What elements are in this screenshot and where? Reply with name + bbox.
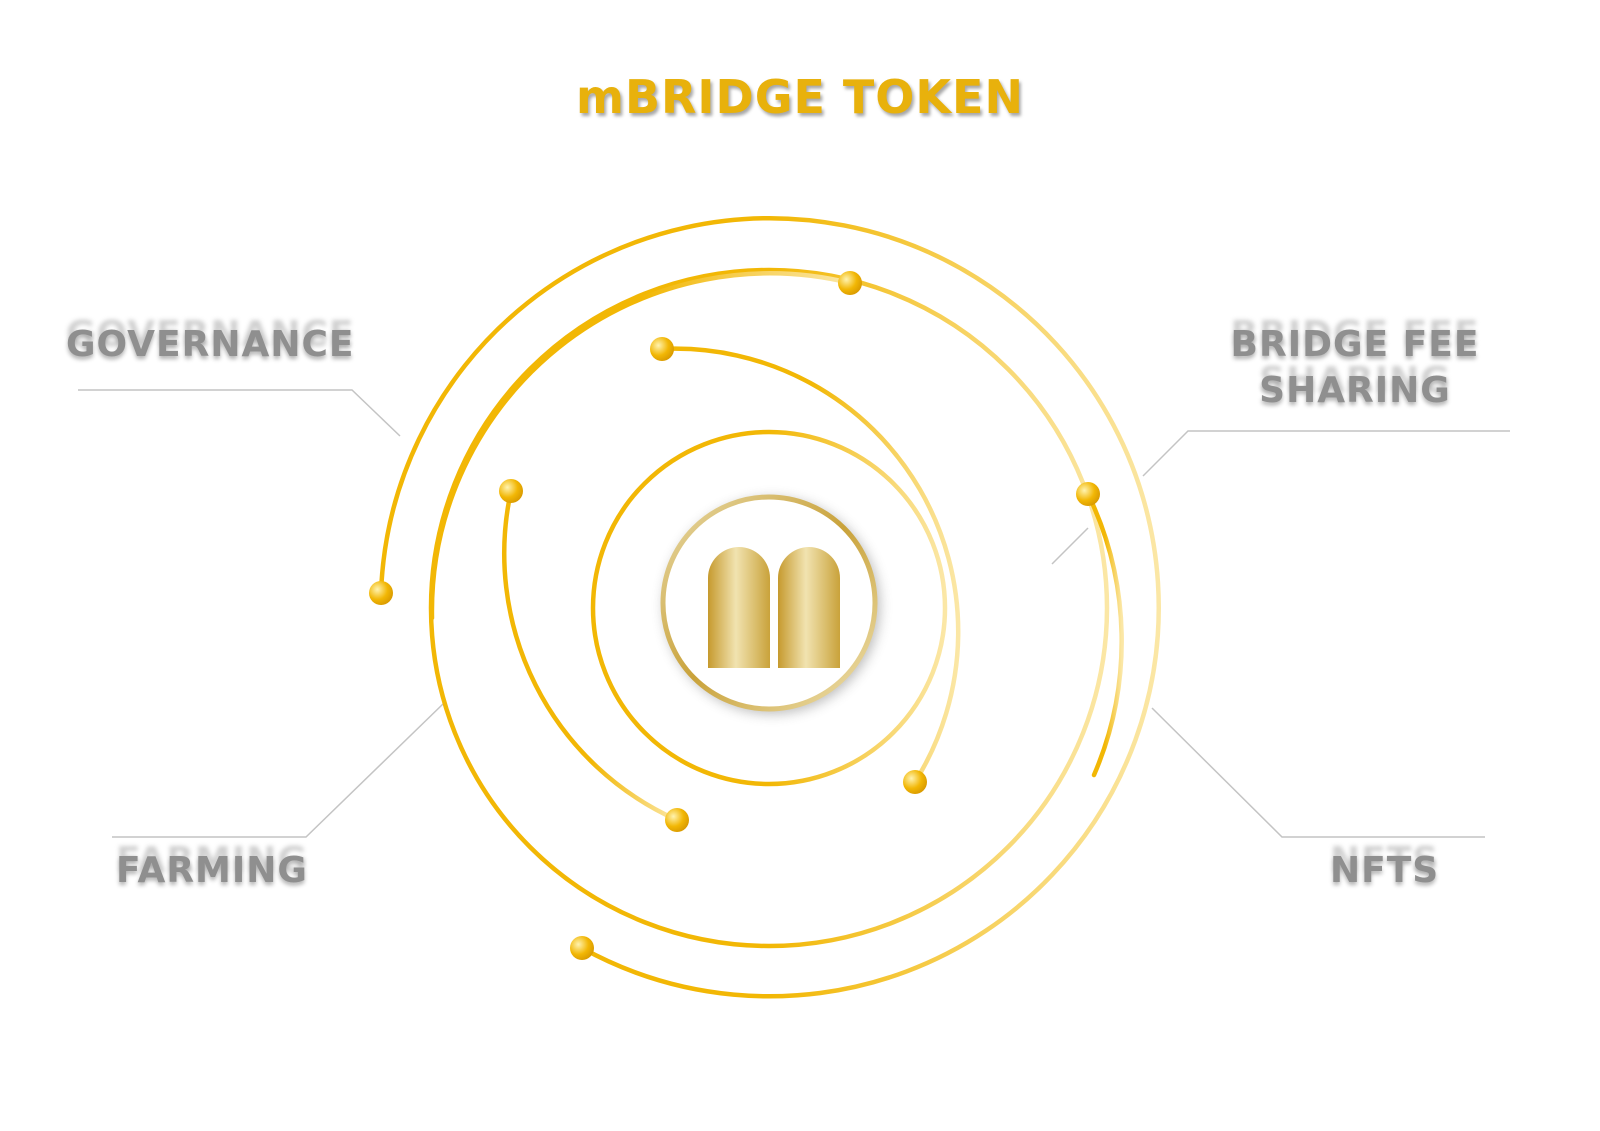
label-nfts: NFTS <box>1330 848 1439 894</box>
orbit-node-dot <box>665 808 689 832</box>
mbridge-logo-icon <box>660 494 880 714</box>
label-governance: GOVERNANCE <box>66 322 355 368</box>
orbit-node-dot <box>838 271 862 295</box>
bridge-fee-connector-inner <box>1051 527 1089 565</box>
orbit-node-dot <box>369 581 393 605</box>
label-governance-text: GOVERNANCE <box>66 324 355 365</box>
orbit-node-dot <box>570 936 594 960</box>
orbit-arc-left <box>502 488 680 823</box>
label-farming-text: FARMING <box>116 850 308 891</box>
logo-pillar-right <box>778 547 840 668</box>
connector-lines <box>78 389 1510 838</box>
label-bridge-fee-sharing: BRIDGE FEE SHARING <box>1190 322 1520 414</box>
orbit-node-dot <box>650 337 674 361</box>
logo-pillar-left <box>708 547 770 668</box>
orbit-node-dot <box>1076 482 1100 506</box>
orbit-nodes <box>369 271 1100 960</box>
orbit-node-dot <box>903 770 927 794</box>
orbit-ring-inner <box>590 429 948 787</box>
label-farming: FARMING <box>116 848 308 894</box>
label-bridge-fee-line1: BRIDGE FEE <box>1230 324 1480 365</box>
nfts-connector <box>1151 707 1485 838</box>
farming-connector <box>112 702 445 838</box>
orbit-node-dot <box>499 479 523 503</box>
orbit-rings <box>378 216 1161 999</box>
orbit-arc-top <box>429 271 853 621</box>
governance-connector <box>78 389 401 437</box>
page-title: mBRIDGE TOKEN <box>576 70 1024 124</box>
bridge-fee-connector <box>1142 430 1510 477</box>
orbit-arc-middle <box>659 346 961 785</box>
label-bridge-fee-line2: SHARING <box>1259 370 1451 411</box>
label-nfts-text: NFTS <box>1330 850 1440 891</box>
orbit-arc-outer <box>378 216 1161 999</box>
orbit-arc-right <box>1085 491 1124 778</box>
